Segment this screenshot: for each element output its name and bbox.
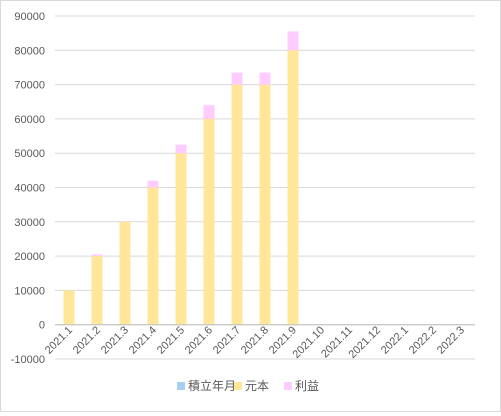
x-tick-label: 2021.4 — [127, 324, 159, 356]
bar-利益-2021.9 — [287, 31, 299, 51]
x-tick-label: 2022.3 — [435, 324, 467, 356]
bar-元本-2021.4 — [147, 187, 159, 325]
bars — [63, 31, 299, 325]
bar-利益-2021.4 — [147, 180, 159, 188]
legend-swatch — [177, 382, 185, 390]
bar-利益-2021.2 — [91, 254, 103, 257]
y-tick-label: 20000 — [14, 251, 45, 263]
y-tick-label: 60000 — [14, 114, 45, 126]
legend-swatch — [284, 382, 292, 390]
x-tick-label: 2022.2 — [407, 324, 439, 356]
y-tick-label: 80000 — [14, 45, 45, 57]
bar-利益-2021.8 — [259, 72, 271, 85]
x-tick-label: 2021.6 — [183, 324, 215, 356]
y-tick-labels: -10000 0 10000 20000 30000 40000 50000 60000 700… — [11, 11, 45, 366]
bar-元本-2021.6 — [203, 118, 215, 325]
legend-swatch — [234, 382, 242, 390]
bar-元本-2021.3 — [119, 221, 131, 325]
bar-元本-2021.8 — [259, 84, 271, 325]
x-tick-label: 2021.2 — [71, 324, 103, 356]
legend-label: 積立年月 — [188, 378, 236, 393]
bar-利益-2021.7 — [231, 72, 243, 85]
bar-元本-2021.5 — [175, 153, 187, 325]
legend-label: 利益 — [295, 379, 319, 393]
bar-元本-2021.1 — [63, 290, 75, 325]
bar-元本-2021.9 — [287, 50, 299, 325]
y-tick-label: 40000 — [14, 183, 45, 195]
legend: 積立年月 元本 利益 — [177, 378, 319, 393]
y-tick-label: 30000 — [14, 217, 45, 229]
bar-利益-2021.5 — [175, 144, 187, 154]
y-tick-label: 0 — [39, 320, 45, 332]
legend-label: 元本 — [245, 379, 269, 393]
x-tick-label: 2021.8 — [239, 324, 271, 356]
x-tick-label: 2021.7 — [211, 324, 243, 356]
x-tick-label: 2022.1 — [379, 324, 411, 356]
x-tick-label: 2021.3 — [99, 324, 131, 356]
x-tick-label: 2021.5 — [155, 324, 187, 356]
y-tick-label: -10000 — [11, 354, 45, 366]
bar-元本-2021.7 — [231, 84, 243, 325]
y-tick-label: 50000 — [14, 148, 45, 160]
y-tick-label: 10000 — [14, 285, 45, 297]
bar-元本-2021.2 — [91, 256, 103, 325]
y-tick-label: 90000 — [14, 11, 45, 23]
x-tick-label: 2021.1 — [43, 324, 75, 356]
y-tick-label: 70000 — [14, 80, 45, 92]
x-tick-labels: 2021.12021.22021.32021.42021.52021.62021… — [43, 324, 467, 361]
bar-利益-2021.6 — [203, 105, 215, 119]
